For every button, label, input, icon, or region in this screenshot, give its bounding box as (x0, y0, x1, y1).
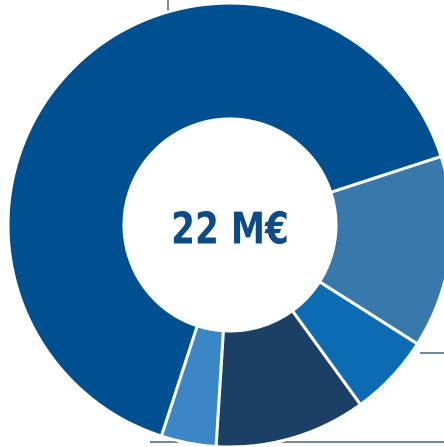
slice (6, 1, 444, 439)
slices (6, 1, 444, 447)
center-label: 22 M€ (171, 204, 289, 255)
slice (317, 154, 444, 347)
